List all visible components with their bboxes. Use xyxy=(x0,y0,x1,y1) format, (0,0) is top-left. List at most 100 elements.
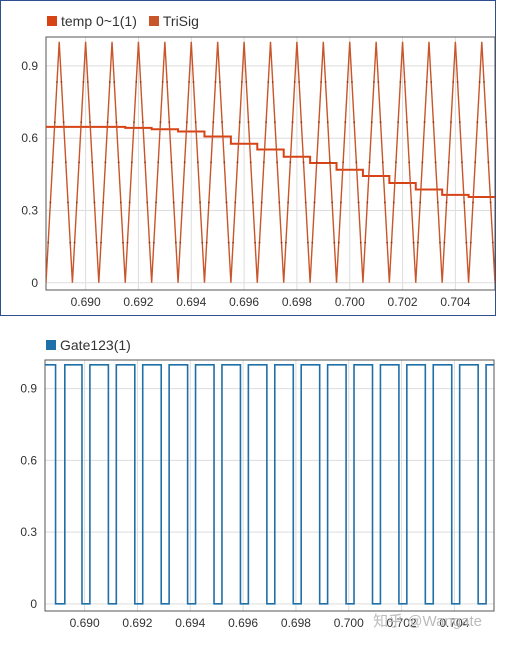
trisig-sample-point xyxy=(340,201,342,204)
trisig-sample-point xyxy=(183,161,186,164)
trisig-sample-point xyxy=(258,241,261,244)
trisig-sample-point xyxy=(100,241,102,244)
trisig-sample-point xyxy=(333,241,336,244)
trisig-sample-point xyxy=(302,161,305,164)
trisig-sample-point xyxy=(119,201,122,204)
trisig-sample-point xyxy=(483,81,485,83)
legend-item-temp[interactable]: temp 0~1(1) xyxy=(47,13,137,29)
x-tick-label: 0.696 xyxy=(229,295,259,309)
trisig-sample-point xyxy=(205,241,208,244)
trisig-sample-point xyxy=(210,161,212,164)
trisig-sample-point xyxy=(421,161,424,164)
trisig-sample-point xyxy=(419,201,422,204)
trisig-sample-point xyxy=(128,201,131,204)
trisig-sample-point xyxy=(439,241,441,244)
trisig-sample-point xyxy=(56,81,58,83)
plot-series-group xyxy=(45,363,494,605)
trisig-sample-point xyxy=(247,121,250,124)
trisig-sample-point xyxy=(342,161,345,164)
trisig-sample-point xyxy=(232,241,234,244)
trisig-sample-point xyxy=(93,201,96,204)
legend-item-gate[interactable]: Gate123(1) xyxy=(46,337,131,353)
trisig-sample-point xyxy=(355,161,358,164)
trisig-sample-point xyxy=(260,201,263,204)
trisig-sample-point xyxy=(49,201,52,204)
trisig-sample-point xyxy=(397,121,400,124)
x-tick-label: 0.698 xyxy=(281,616,311,630)
chart-bottom-svg: 0.690 0.692 0.694 0.696 0.698 0.700 0.702 0.704… xyxy=(20,359,495,630)
y-tick-label: 0.9 xyxy=(20,382,37,396)
trisig-sample-point xyxy=(170,161,173,164)
trisig-sample-point xyxy=(293,81,296,83)
trisig-sample-point xyxy=(386,241,389,244)
y-tick-label: 0.3 xyxy=(20,525,37,539)
series-gate-line xyxy=(45,363,494,605)
trisig-sample-point xyxy=(395,161,397,164)
trisig-sample-point xyxy=(326,121,329,124)
trisig-sample-point xyxy=(359,241,362,244)
trisig-sample-point xyxy=(262,161,265,164)
trisig-sample-point xyxy=(148,241,151,244)
trisig-sample-point xyxy=(289,161,292,164)
trisig-sample-point xyxy=(436,201,439,204)
trisig-sample-point xyxy=(108,81,111,83)
y-tick-label: 0.3 xyxy=(21,203,38,217)
trisig-sample-point xyxy=(181,201,184,204)
trisig-sample-point xyxy=(331,201,334,204)
trisig-sample-point xyxy=(443,241,446,244)
trisig-sample-point xyxy=(280,241,283,244)
trisig-sample-point xyxy=(311,241,314,244)
trisig-sample-point xyxy=(425,81,428,83)
x-tick-label: 0.700 xyxy=(335,295,365,309)
trisig-sample-point xyxy=(185,121,188,124)
trisig-sample-point xyxy=(60,81,63,83)
trisig-sample-point xyxy=(62,121,65,124)
series-temp-line xyxy=(46,125,495,198)
trisig-sample-point xyxy=(196,161,199,164)
trisig-sample-point xyxy=(95,241,98,244)
trisig-sample-point xyxy=(379,121,382,124)
trisig-sample-point xyxy=(172,201,175,204)
x-tick-label: 0.696 xyxy=(228,616,258,630)
y-tick-label: 0.6 xyxy=(20,453,37,467)
chart-panel-bottom: 0.690 0.692 0.694 0.696 0.698 0.700 0.702 0.704… xyxy=(0,325,496,647)
trisig-sample-point xyxy=(410,201,413,204)
trisig-sample-point xyxy=(212,121,215,124)
trisig-sample-point xyxy=(399,81,402,83)
trisig-sample-point xyxy=(161,81,164,83)
trisig-sample-point xyxy=(304,201,307,204)
trisig-sample-point xyxy=(155,201,157,204)
trisig-sample-point xyxy=(478,81,481,83)
trisig-sample-point xyxy=(452,81,455,83)
trisig-sample-point xyxy=(152,241,155,244)
trisig-sample-point xyxy=(157,161,160,164)
legend-swatch-temp xyxy=(47,16,57,26)
trisig-sample-point xyxy=(75,201,78,204)
trisig-sample-point xyxy=(313,201,316,204)
trisig-sample-point xyxy=(469,241,472,244)
trisig-sample-point xyxy=(390,241,393,244)
trisig-sample-point xyxy=(445,201,448,204)
trisig-sample-point xyxy=(126,241,129,244)
x-tick-label: 0.692 xyxy=(123,295,153,309)
trisig-sample-point xyxy=(265,121,267,124)
trisig-sample-point xyxy=(465,241,468,244)
trisig-sample-point xyxy=(366,201,369,204)
trisig-sample-point xyxy=(245,81,248,83)
x-tick-label: 0.690 xyxy=(70,616,100,630)
legend-item-trisig[interactable]: TriSig xyxy=(148,13,199,29)
trisig-sample-point xyxy=(278,201,281,204)
trisig-sample-point xyxy=(403,81,406,83)
trisig-sample-point xyxy=(139,81,142,83)
y-tick-label: 0 xyxy=(31,276,38,290)
trisig-sample-point xyxy=(315,161,318,164)
trisig-sample-point xyxy=(373,81,375,83)
trisig-sample-point xyxy=(221,121,223,124)
legend-bottom: Gate123(1) xyxy=(46,337,131,353)
trisig-sample-point xyxy=(344,121,347,124)
watermark: 知乎 @Wangate xyxy=(373,613,482,630)
trisig-sample-point xyxy=(240,81,243,83)
trisig-sample-point xyxy=(135,81,138,83)
y-tick-label: 0 xyxy=(30,597,37,611)
x-tick-label: 0.692 xyxy=(122,616,152,630)
